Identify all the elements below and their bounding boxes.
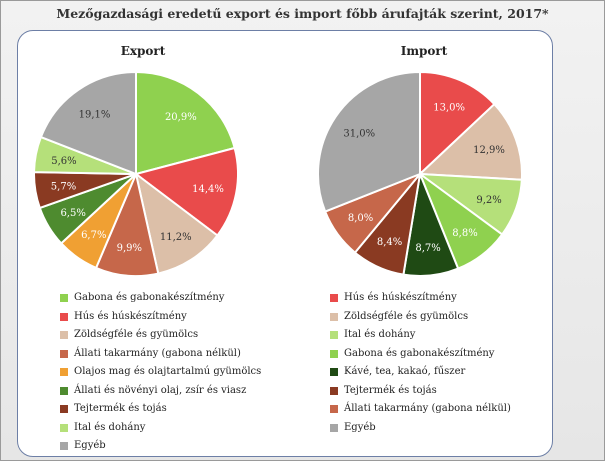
- import-slice-label-1: 12,9%: [473, 145, 505, 156]
- export-slice-label-8: 19,1%: [79, 109, 111, 120]
- import-legend-label: Kávé, tea, kakaó, fűszer: [344, 366, 466, 377]
- import-slice-label-5: 8,4%: [377, 237, 402, 248]
- export-legend-label: Olajos mag és olajtartalmú gyümölcs: [74, 366, 262, 377]
- export-legend-label: Gabona és gabonakészítmény: [74, 292, 225, 303]
- import-legend-swatch: [330, 349, 338, 358]
- export-legend-swatch: [60, 405, 68, 413]
- export-legend-swatch: [60, 386, 68, 395]
- import-legend-label: Egyéb: [344, 421, 376, 433]
- import-legend-swatch: [330, 312, 338, 321]
- export-legend-swatch: [60, 442, 68, 450]
- export-slice-label-4: 6,7%: [81, 230, 106, 241]
- export-legend-label: Ital és dohány: [74, 421, 146, 433]
- import-legend-label: Gabona és gabonakészítmény: [344, 347, 495, 359]
- import-slice-label-7: 31,0%: [343, 129, 375, 140]
- import-legend-label: Tejtermék és tojás: [344, 384, 437, 396]
- export-slice-2: [134, 171, 219, 275]
- export-legend-swatch: [60, 312, 68, 321]
- import-slice-label-6: 8,0%: [348, 213, 373, 224]
- import-legend-swatch: [330, 294, 338, 302]
- import-legend-swatch: [330, 405, 338, 413]
- export-slice-1: [133, 146, 239, 237]
- import-slice-1: [417, 102, 523, 181]
- export-legend-swatch: [60, 368, 68, 376]
- import-legend-swatch: [330, 368, 338, 376]
- import-legend-label: Állati takarmány (gabona nélkül): [344, 403, 511, 414]
- export-legend-label: Állati és növényi olaj, zsír és viasz: [74, 384, 247, 396]
- export-legend-label: Állati takarmány (gabona nélkül): [74, 347, 241, 359]
- export-slice-8: [39, 70, 137, 176]
- import-slice-label-0: 13,0%: [433, 103, 465, 114]
- export-slice-label-6: 5,7%: [51, 182, 76, 193]
- export-legend-label: Egyéb: [74, 440, 106, 451]
- import-slice-label-3: 8,8%: [452, 228, 477, 239]
- export-slice-label-5: 6,5%: [60, 208, 85, 219]
- import-legend-swatch: [330, 423, 338, 432]
- export-slice-label-0: 20,9%: [165, 112, 197, 123]
- export-slice-label-1: 14,4%: [192, 184, 224, 195]
- import-pie-title: Import: [400, 44, 448, 58]
- export-slice-0: [135, 70, 236, 176]
- export-legend-label: Zöldségféle és gyümölcs: [74, 329, 199, 340]
- import-legend-swatch: [330, 386, 338, 395]
- import-slice-label-4: 8,7%: [415, 243, 440, 254]
- export-legend-swatch: [60, 331, 68, 339]
- import-slice-label-2: 9,2%: [476, 195, 501, 206]
- export-legend-swatch: [60, 294, 68, 302]
- import-legend-label: Zöldségféle és gyümölcs: [344, 310, 469, 322]
- export-legend-swatch: [60, 423, 68, 432]
- import-legend-label: Ital és dohány: [344, 329, 416, 340]
- import-legend-label: Hús és húskészítmény: [344, 292, 457, 303]
- export-pie-title: Export: [120, 44, 166, 58]
- import-legend-swatch: [330, 331, 338, 339]
- export-slice-label-3: 9,9%: [117, 243, 142, 254]
- export-slice-label-2: 11,2%: [160, 232, 192, 243]
- import-slice-7: [317, 70, 421, 213]
- export-legend-swatch: [60, 349, 68, 358]
- chart-title: Mezőgazdasági eredetű export és import f…: [56, 6, 549, 21]
- export-slice-label-7: 5,6%: [51, 156, 76, 167]
- import-slice-0: [419, 70, 496, 177]
- export-legend-label: Tejtermék és tojás: [74, 403, 167, 414]
- export-legend-label: Hús és húskészítmény: [74, 310, 187, 322]
